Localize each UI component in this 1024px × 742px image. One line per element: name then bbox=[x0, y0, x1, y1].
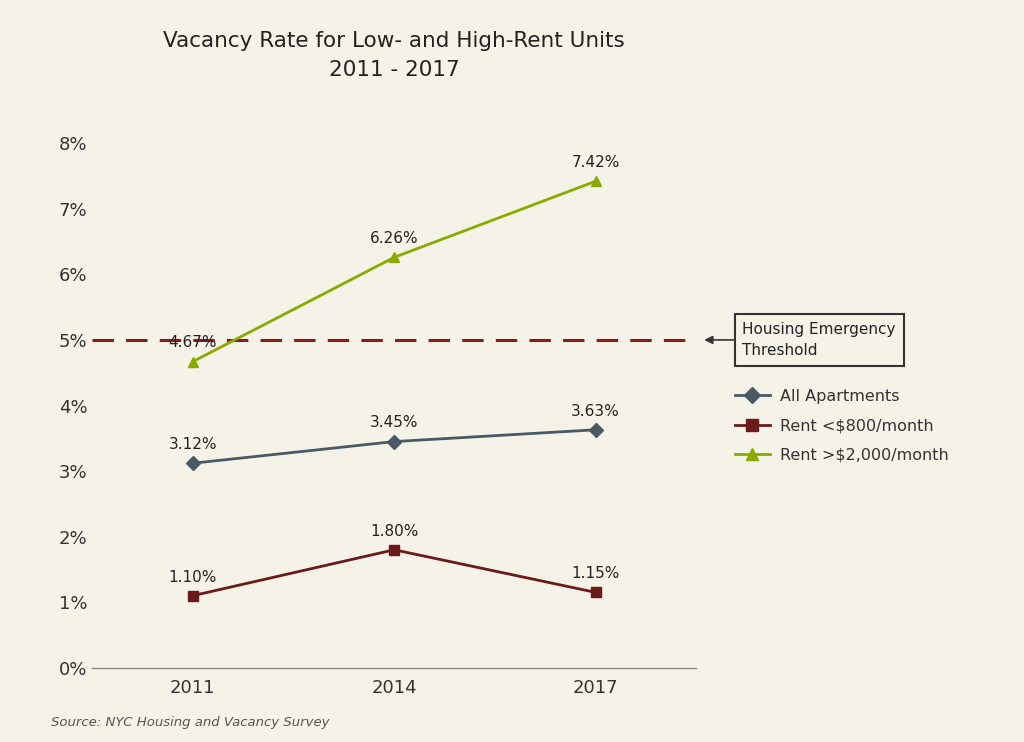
Text: 1.15%: 1.15% bbox=[571, 566, 620, 581]
Text: 3.12%: 3.12% bbox=[169, 437, 217, 452]
Text: 7.42%: 7.42% bbox=[571, 155, 620, 170]
Text: Source: NYC Housing and Vacancy Survey: Source: NYC Housing and Vacancy Survey bbox=[51, 715, 330, 729]
Text: 4.67%: 4.67% bbox=[169, 335, 217, 350]
Text: 6.26%: 6.26% bbox=[370, 232, 419, 246]
Text: 3.63%: 3.63% bbox=[571, 404, 620, 418]
Text: 2011 - 2017: 2011 - 2017 bbox=[329, 61, 460, 80]
Text: Vacancy Rate for Low- and High-Rent Units: Vacancy Rate for Low- and High-Rent Unit… bbox=[164, 31, 625, 50]
Text: 1.10%: 1.10% bbox=[169, 570, 217, 585]
Legend: All Apartments, Rent <$800/month, Rent >$2,000/month: All Apartments, Rent <$800/month, Rent >… bbox=[728, 383, 954, 469]
Text: Housing Emergency
Threshold: Housing Emergency Threshold bbox=[742, 322, 896, 358]
Text: 1.80%: 1.80% bbox=[370, 524, 419, 539]
Text: 3.45%: 3.45% bbox=[370, 416, 419, 430]
